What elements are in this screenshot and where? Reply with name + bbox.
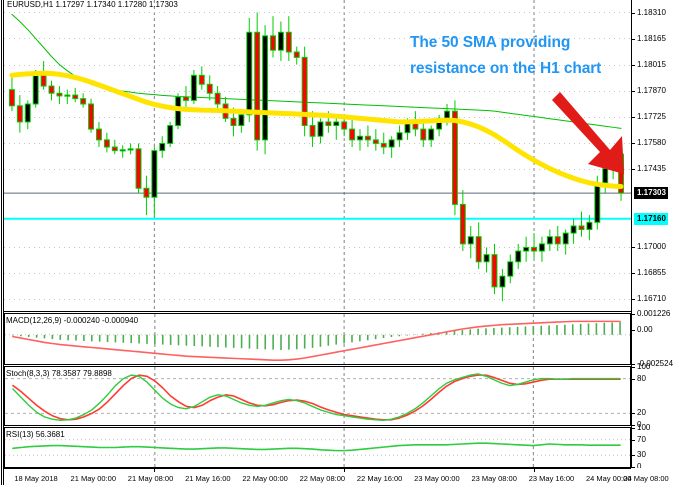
price-axis-tick [632,38,635,40]
price-axis-label: 1.17435 [637,164,666,174]
indicator-axis-label: 80 [637,373,646,383]
price-axis-tick [632,143,635,145]
price-axis-label: 1.17725 [637,112,666,122]
indicator-axis-label: 100 [637,423,651,432]
time-axis-label: 23 May 08:00 [471,474,517,483]
indicator-axis-tick [632,455,635,457]
indicator-axis-label: 70 [637,434,646,444]
indicator-axis-tick [632,314,635,315]
time-axis-label: 21 May 00:00 [70,474,116,483]
indicator-axis-label: 0.00 [637,325,653,335]
macd-svg [5,314,630,364]
price-axis-label: 1.16710 [637,294,666,304]
time-axis-label: 23 May 00:00 [414,474,460,483]
price-axis-tick [632,12,635,14]
indicator-axis-label: 20 [637,408,646,418]
price-axis-tick [632,65,635,67]
price-axis-tick [632,247,635,249]
price-axis-tick [632,117,635,119]
indicator-axis-label: 0 [637,420,642,429]
time-axis-label: 18 May 2018 [14,474,58,483]
indicator-axis-tick [632,467,635,468]
indicator-axis-label: 100 [637,362,651,371]
rsi-plot-area[interactable] [5,428,630,467]
macd-plot-area[interactable] [5,314,630,364]
time-axis-line [4,468,631,469]
stochastic-plot-area[interactable] [5,367,630,425]
time-axis-label: 24 May 00:00 [585,474,632,483]
time-axis[interactable]: 18 May 2018 21 May 00:00 21 May 08:00 21 Ma… [0,468,675,485]
price-axis-tick [632,169,635,171]
indicator-axis-tick [632,330,635,332]
annotation-line-1: The 50 SMA providing [410,34,571,51]
macd-label: MACD(12,26,9) -0.000240 -0.000940 [6,316,139,325]
indicator-axis-tick [632,364,635,365]
indicator-axis-tick [632,439,635,441]
indicator-axis-tick [632,413,635,415]
price-axis-label: 1.17870 [637,86,666,96]
price-axis[interactable]: 1.18310 1.18165 1.18015 1.17870 1.17725 1.175… [631,0,675,485]
indicator-axis-label: -0.002524 [637,359,674,368]
rsi-label: RSI(13) 56.3681 [6,430,65,439]
price-axis-label: 1.17580 [637,138,666,148]
time-axis-label: 21 May 08:00 [127,474,174,483]
price-candles-svg [4,0,631,311]
indicator-axis-label: 0.001226 [637,309,671,318]
indicator-axis-tick [632,367,635,368]
ask-price-tag: 1.17160 [634,212,668,225]
price-axis-label: 1.17000 [637,242,666,252]
time-axis-tick [344,468,346,472]
price-chart-panel[interactable] [4,0,631,312]
price-axis-label: 1.16855 [637,268,666,278]
price-axis-label: 1.18310 [637,7,666,17]
bid-price-tag: 1.17303 [634,187,668,200]
symbol-title: EURUSD,H1 1.17297 1.17340 1.17280 1.1730… [7,0,178,9]
time-axis-label: 22 May 16:00 [356,474,403,483]
red-down-right-arrow [552,92,624,174]
stochastic-panel[interactable] [4,366,631,426]
stochastic-svg [5,367,630,425]
time-axis-label: 22 May 00:00 [242,474,288,483]
time-axis-label: 21 May 16:00 [185,474,231,483]
price-axis-label: 1.18165 [637,33,666,43]
time-axis-tick [154,468,156,472]
price-axis-tick [632,91,635,93]
price-plot-area[interactable] [4,0,631,311]
macd-panel[interactable] [4,313,631,365]
price-axis-tick [632,299,635,301]
time-axis-label: 22 May 08:00 [299,474,346,483]
rsi-svg [5,428,630,467]
rsi-panel[interactable] [4,427,631,468]
stochastic-label: Stoch(8,3,3) 78.3587 79.8898 [6,369,112,378]
indicator-axis-tick [632,378,635,380]
price-axis-tick [632,273,635,275]
left-border-rail [0,0,4,485]
indicator-axis-label: 30 [637,450,646,460]
indicator-axis-tick [632,425,635,426]
time-axis-tick [534,468,536,472]
time-axis-label: 24 May 08:00 [623,474,669,483]
annotation-line-2: resistance on the H1 chart [410,60,602,77]
time-axis-label: 23 May 16:00 [528,474,575,483]
indicator-axis-tick [632,428,635,429]
indicator-axis-label: 0 [637,462,642,471]
price-axis-label: 1.18015 [637,60,666,70]
